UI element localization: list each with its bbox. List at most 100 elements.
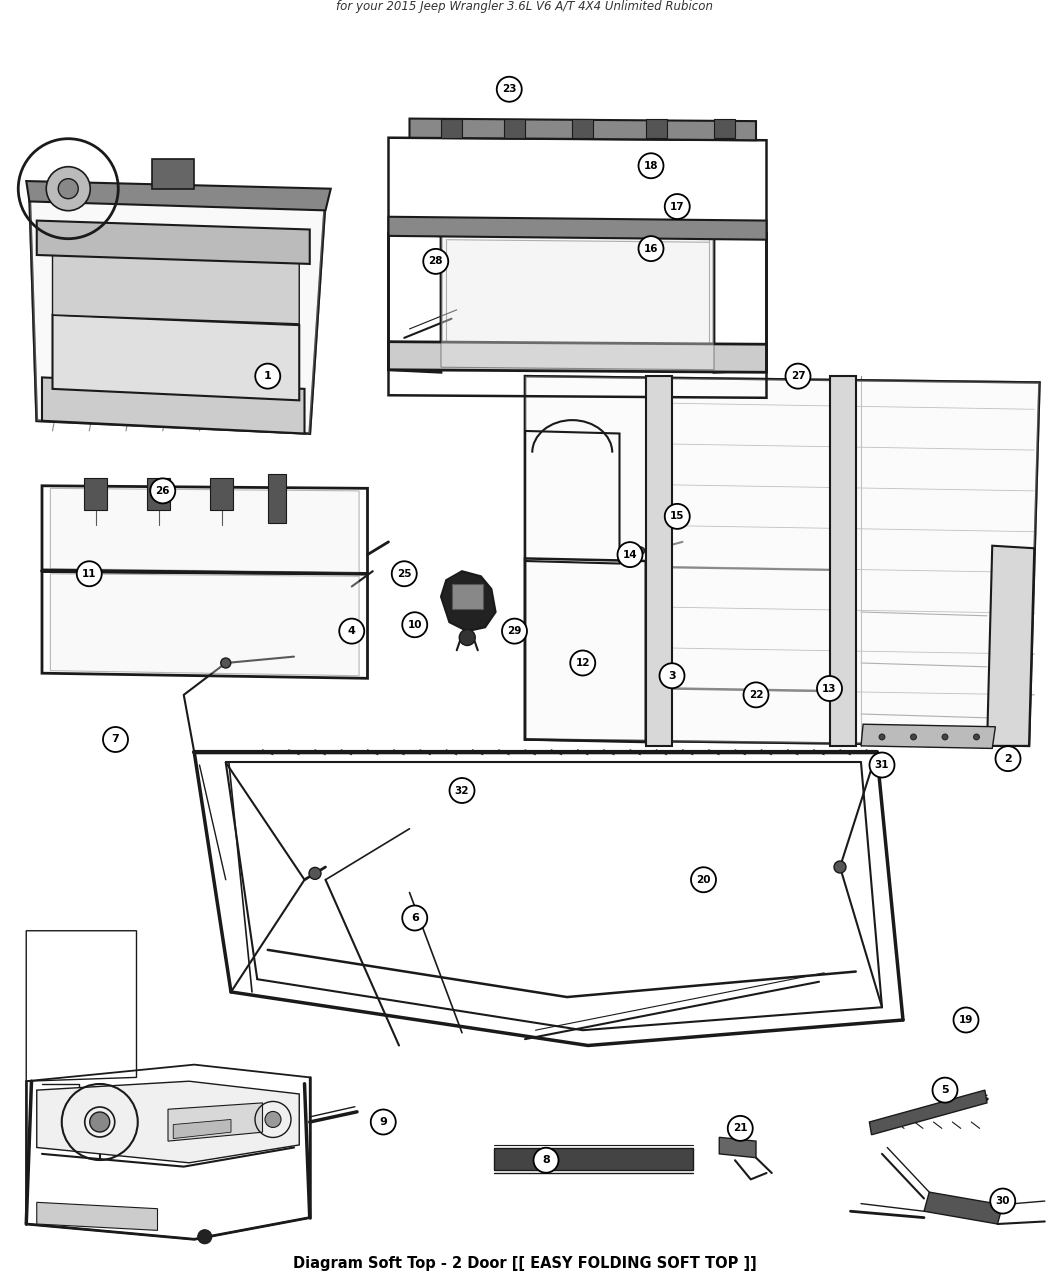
- Circle shape: [910, 734, 917, 740]
- Text: 13: 13: [822, 683, 837, 694]
- Circle shape: [459, 630, 476, 645]
- Circle shape: [990, 1188, 1015, 1214]
- Polygon shape: [52, 315, 299, 400]
- Polygon shape: [494, 1148, 693, 1170]
- Circle shape: [785, 363, 811, 389]
- Polygon shape: [441, 119, 462, 138]
- Text: 2: 2: [1004, 754, 1012, 764]
- Polygon shape: [388, 342, 766, 372]
- Text: 27: 27: [791, 371, 805, 381]
- Circle shape: [402, 612, 427, 638]
- Circle shape: [659, 663, 685, 688]
- Circle shape: [942, 734, 948, 740]
- Circle shape: [869, 752, 895, 778]
- Circle shape: [46, 167, 90, 210]
- Text: 21: 21: [733, 1123, 748, 1133]
- Circle shape: [220, 658, 231, 668]
- Polygon shape: [147, 478, 170, 510]
- Polygon shape: [525, 376, 1040, 746]
- Polygon shape: [924, 1192, 1003, 1224]
- Polygon shape: [268, 474, 286, 523]
- Text: 20: 20: [696, 875, 711, 885]
- Polygon shape: [168, 1103, 262, 1141]
- Text: 19: 19: [959, 1015, 973, 1025]
- Polygon shape: [388, 217, 766, 240]
- Text: for your 2015 Jeep Wrangler 3.6L V6 A/T 4X4 Unlimited Rubicon: for your 2015 Jeep Wrangler 3.6L V6 A/T …: [336, 0, 714, 13]
- Polygon shape: [84, 478, 107, 510]
- Text: 3: 3: [668, 671, 676, 681]
- Circle shape: [638, 236, 664, 261]
- Circle shape: [255, 363, 280, 389]
- Polygon shape: [646, 376, 672, 746]
- Circle shape: [638, 153, 664, 179]
- Text: 30: 30: [995, 1196, 1010, 1206]
- Polygon shape: [26, 181, 331, 210]
- Polygon shape: [42, 377, 304, 434]
- Polygon shape: [152, 159, 194, 189]
- Text: 14: 14: [623, 550, 637, 560]
- Text: 11: 11: [82, 569, 97, 579]
- Text: 1: 1: [264, 371, 272, 381]
- Text: 23: 23: [502, 84, 517, 94]
- Text: 7: 7: [111, 734, 120, 745]
- Text: 32: 32: [455, 785, 469, 796]
- Polygon shape: [37, 221, 310, 264]
- Circle shape: [834, 861, 846, 873]
- Circle shape: [502, 618, 527, 644]
- Circle shape: [691, 867, 716, 892]
- Circle shape: [402, 905, 427, 931]
- Circle shape: [932, 1077, 958, 1103]
- Circle shape: [636, 547, 645, 555]
- Text: 22: 22: [749, 690, 763, 700]
- Polygon shape: [714, 119, 735, 138]
- Polygon shape: [869, 1090, 987, 1135]
- Text: Diagram Soft Top - 2 Door [[ EASY FOLDING SOFT TOP ]]: Diagram Soft Top - 2 Door [[ EASY FOLDIN…: [293, 1256, 757, 1271]
- Circle shape: [665, 194, 690, 219]
- Circle shape: [953, 1007, 979, 1033]
- Text: 9: 9: [379, 1117, 387, 1127]
- Polygon shape: [646, 119, 667, 138]
- Polygon shape: [504, 119, 525, 138]
- Text: 18: 18: [644, 161, 658, 171]
- Circle shape: [392, 561, 417, 586]
- Polygon shape: [987, 546, 1034, 746]
- Circle shape: [103, 727, 128, 752]
- Polygon shape: [50, 574, 359, 676]
- Circle shape: [197, 1230, 212, 1243]
- Circle shape: [449, 778, 475, 803]
- Text: 12: 12: [575, 658, 590, 668]
- Polygon shape: [29, 189, 325, 434]
- Text: 31: 31: [875, 760, 889, 770]
- Circle shape: [743, 682, 769, 708]
- Circle shape: [371, 1109, 396, 1135]
- Circle shape: [570, 650, 595, 676]
- Polygon shape: [52, 249, 299, 324]
- Polygon shape: [719, 1137, 756, 1158]
- Circle shape: [339, 618, 364, 644]
- Circle shape: [89, 1112, 110, 1132]
- Polygon shape: [572, 119, 593, 138]
- Text: 4: 4: [348, 626, 356, 636]
- Text: 15: 15: [670, 511, 685, 521]
- Text: 29: 29: [507, 626, 522, 636]
- Circle shape: [265, 1112, 281, 1127]
- Text: 16: 16: [644, 244, 658, 254]
- Polygon shape: [50, 488, 359, 572]
- Circle shape: [77, 561, 102, 586]
- Text: 8: 8: [542, 1155, 550, 1165]
- Circle shape: [995, 746, 1021, 771]
- Polygon shape: [410, 119, 756, 140]
- Circle shape: [617, 542, 643, 567]
- Polygon shape: [210, 478, 233, 510]
- Polygon shape: [452, 584, 483, 609]
- Circle shape: [665, 504, 690, 529]
- Polygon shape: [830, 376, 856, 746]
- Circle shape: [879, 734, 885, 740]
- Polygon shape: [441, 571, 496, 631]
- Text: 25: 25: [397, 569, 412, 579]
- Circle shape: [973, 734, 980, 740]
- Circle shape: [817, 676, 842, 701]
- Text: 17: 17: [670, 201, 685, 212]
- Circle shape: [533, 1148, 559, 1173]
- Circle shape: [423, 249, 448, 274]
